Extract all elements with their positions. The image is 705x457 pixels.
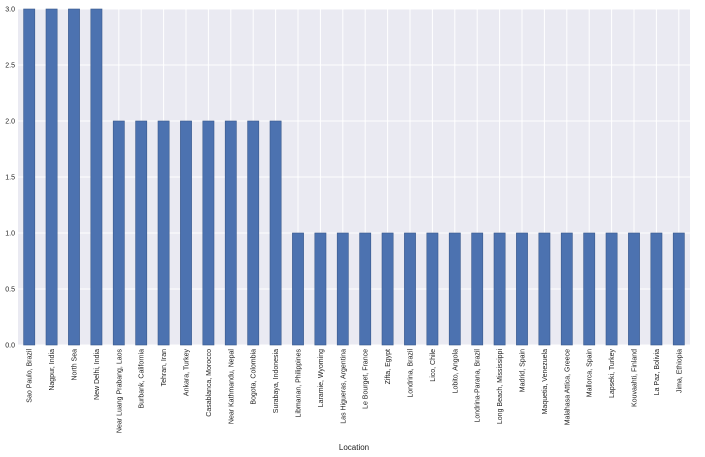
bar bbox=[381, 232, 394, 346]
bar bbox=[68, 8, 80, 346]
bar bbox=[135, 120, 148, 346]
x-tick-label: Sao Paulo, Brazil bbox=[27, 349, 34, 403]
x-tick-label: Londrina-Parana, Brazil bbox=[475, 349, 482, 423]
y-axis-ticks: 0.0 0.5 1.0 1.5 2.0 2.5 3.0 bbox=[5, 7, 15, 350]
bar bbox=[269, 120, 282, 346]
bar bbox=[538, 232, 551, 346]
bar bbox=[672, 232, 685, 346]
x-tick-label: Malahasa Attica, Greece bbox=[564, 349, 571, 425]
y-tick-label: 2.0 bbox=[5, 119, 15, 126]
x-tick-label: Lapseki, Turkey bbox=[609, 349, 616, 399]
bar bbox=[90, 8, 103, 346]
bar bbox=[426, 232, 439, 346]
bar bbox=[628, 232, 640, 346]
x-tick-label: La Paz, Bolivia bbox=[654, 349, 661, 395]
x-tick-label: Ankara, Turkey bbox=[184, 349, 191, 397]
x-tick-label: Laramie, Wyoming bbox=[318, 349, 325, 407]
x-tick-label: Kouvaahti, Finland bbox=[632, 349, 639, 407]
x-tick-label: Bogota, Colombia bbox=[251, 349, 258, 405]
x-tick-label: New Delhi, India bbox=[94, 349, 101, 400]
bar bbox=[314, 232, 327, 346]
x-tick-label: Lico, Chile bbox=[430, 349, 437, 382]
x-tick-label: Near Luang Prabang, Laos bbox=[116, 349, 123, 434]
bar bbox=[45, 8, 58, 346]
bar bbox=[247, 120, 260, 346]
x-tick-label: Londrina, Brazil bbox=[408, 349, 415, 398]
x-tick-label: Las Higueras, Argentina bbox=[340, 349, 347, 424]
x-tick-label: Zifta, Egypt bbox=[385, 349, 392, 384]
x-tick-label: Tehran, Iran bbox=[161, 349, 168, 386]
bar bbox=[23, 8, 36, 346]
x-tick-label: Maquetia, Venezuela bbox=[542, 349, 549, 414]
bar bbox=[583, 232, 596, 346]
bar bbox=[448, 232, 461, 346]
y-tick-label: 1.5 bbox=[5, 175, 15, 182]
x-tick-label: Jima, Ethiopia bbox=[676, 349, 683, 393]
x-tick-label: Surabaya, Indonesia bbox=[273, 349, 280, 413]
bar bbox=[650, 232, 663, 346]
x-tick-label: North Sea bbox=[72, 349, 79, 381]
y-tick-label: 2.5 bbox=[5, 63, 15, 70]
bar bbox=[157, 120, 170, 346]
bar bbox=[404, 232, 416, 346]
bar bbox=[516, 232, 528, 346]
x-tick-label: Burbank, California bbox=[139, 349, 146, 409]
x-tick-label: Madrid, Spain bbox=[520, 349, 527, 392]
bar bbox=[359, 232, 372, 346]
bar bbox=[605, 232, 618, 346]
x-tick-label: Long Beach, Mississippi bbox=[497, 349, 504, 425]
bar bbox=[560, 232, 573, 346]
x-tick-label: Libmanan, Philippines bbox=[296, 349, 303, 418]
bar bbox=[224, 120, 237, 346]
x-tick-label: Mallorca, Spain bbox=[587, 349, 594, 397]
y-tick-label: 3.0 bbox=[5, 7, 15, 14]
bars bbox=[23, 8, 685, 346]
bar bbox=[471, 232, 484, 346]
x-tick-label: Nagpur, India bbox=[49, 349, 56, 391]
x-tick-label: Le Bourget, France bbox=[363, 349, 370, 409]
x-tick-label: Casablanca, Morocco bbox=[206, 349, 213, 417]
bar bbox=[202, 120, 215, 346]
y-tick-label: 1.0 bbox=[5, 231, 15, 238]
bar bbox=[292, 232, 304, 346]
x-axis-ticks: Sao Paulo, Brazil Nagpur, India North Sea N… bbox=[27, 349, 684, 434]
x-tick-label: Near Kathmandu, Nepal bbox=[228, 349, 235, 425]
bar bbox=[336, 232, 349, 346]
y-tick-label: 0.0 bbox=[5, 343, 15, 350]
x-tick-label: Lobito, Angola bbox=[452, 349, 459, 393]
bar bbox=[112, 120, 125, 346]
bar bbox=[180, 120, 192, 346]
bar bbox=[493, 232, 506, 346]
y-tick-label: 0.5 bbox=[5, 287, 15, 294]
x-axis-label: Location bbox=[339, 443, 369, 452]
